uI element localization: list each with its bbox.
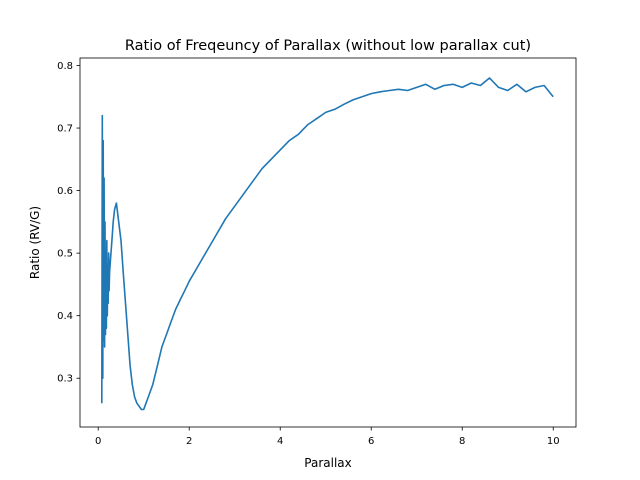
chart-title: Ratio of Freqeuncy of Parallax (without … [125,38,531,54]
y-axis-label: Ratio (RV/G) [28,206,42,279]
y-axis-ticks: 0.3 0.4 0.5 0.6 0.7 0.8 [57,61,80,385]
y-tick-label: 0.7 [57,124,73,135]
x-axis-ticks: 0 2 4 6 8 10 [95,427,560,447]
x-tick-label: 2 [186,436,192,447]
x-tick-label: 6 [368,436,374,447]
y-tick-label: 0.8 [57,61,73,72]
x-tick-label: 0 [95,436,101,447]
x-tick-label: 4 [277,436,283,447]
y-tick-label: 0.4 [57,311,73,322]
axes-frame [79,57,577,428]
y-tick-label: 0.3 [57,374,73,385]
x-tick-label: 10 [547,436,560,447]
y-tick-label: 0.5 [57,249,73,260]
x-tick-label: 8 [459,436,465,447]
plot-area [101,77,554,411]
y-tick-label: 0.6 [57,186,73,197]
series-line [101,77,554,411]
x-axis-label: Parallax [304,456,351,470]
